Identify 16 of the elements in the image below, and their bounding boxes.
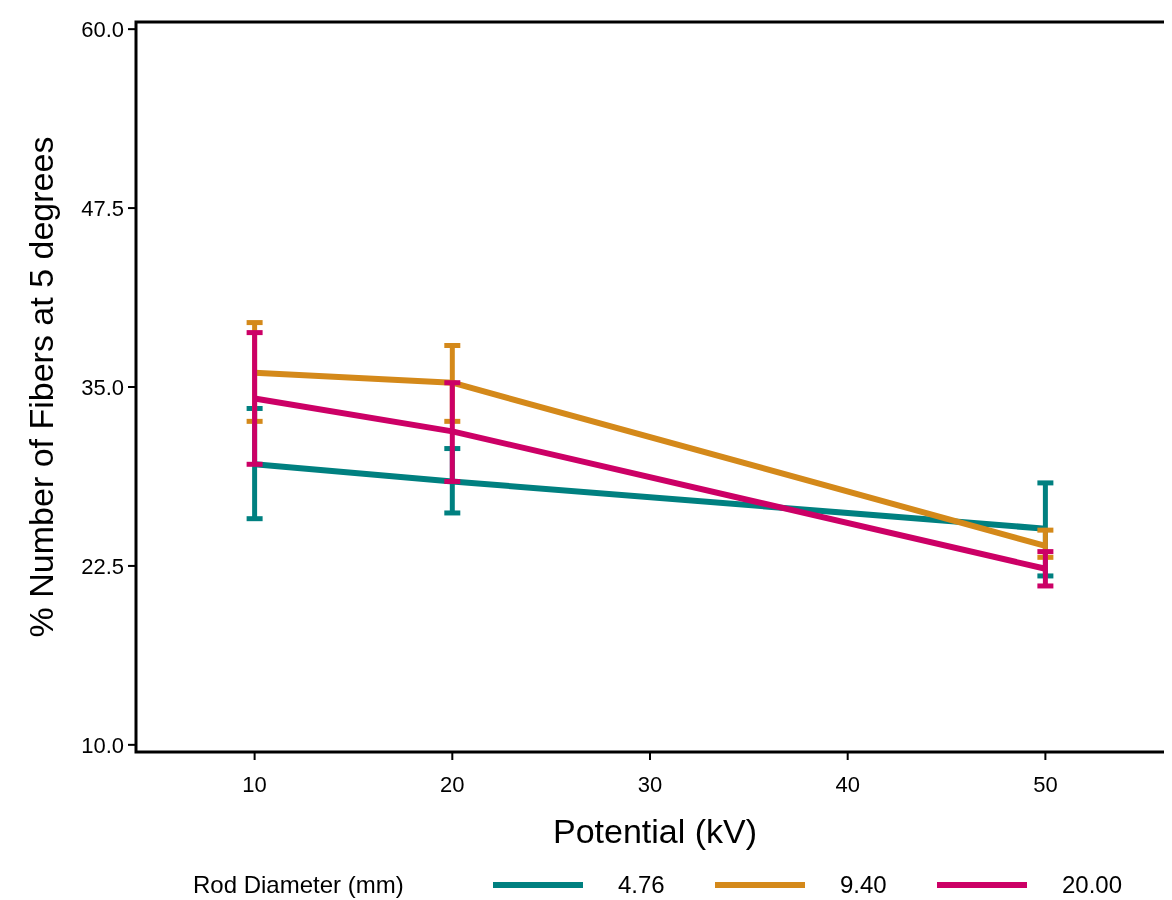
legend-label: 4.76 <box>618 871 665 898</box>
y-tick-label: 22.5 <box>81 553 124 579</box>
y-tick-label: 35.0 <box>81 374 124 400</box>
x-axis-title: Potential (kV) <box>552 812 758 850</box>
x-tick-label: 20 <box>440 772 465 797</box>
x-tick-label: 50 <box>1033 772 1058 797</box>
x-tick-label: 30 <box>637 772 663 797</box>
x-tick-label: 10 <box>242 772 267 797</box>
legend-label: 9.40 <box>840 871 887 898</box>
y-tick-label: 60.0 <box>81 16 124 42</box>
legend-title: Rod Diameter (mm) <box>193 871 404 898</box>
y-axis-title: % Number of Fibers at 5 degrees <box>22 136 60 638</box>
legend-label: 20.00 <box>1062 871 1123 898</box>
y-tick-label: 47.5 <box>81 195 124 221</box>
x-tick-label: 40 <box>835 772 860 797</box>
y-tick-label: 10.0 <box>81 732 124 758</box>
